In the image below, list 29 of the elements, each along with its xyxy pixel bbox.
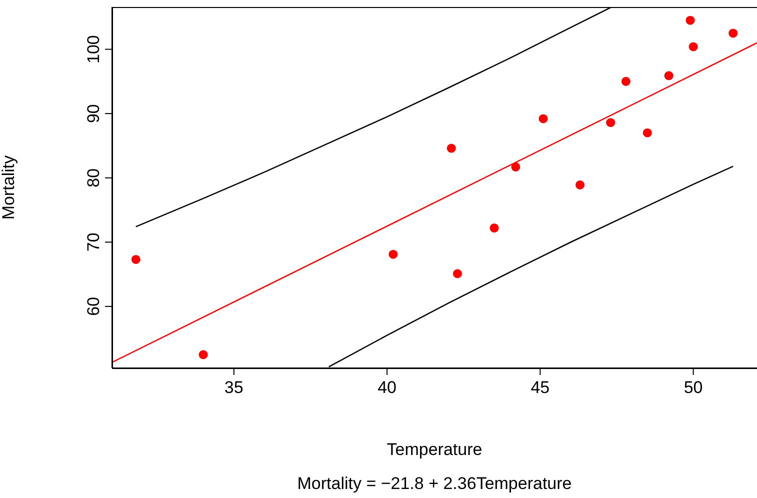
text: Mortality = −21.8 + 2.36Temperature [296, 474, 573, 494]
y-tick-label: 100 [84, 35, 103, 64]
x-tick-label: 45 [530, 378, 550, 398]
point [688, 42, 698, 52]
point [490, 223, 499, 232]
y-tick-label: 70 [84, 232, 103, 252]
y-axis-title: Mortality [0, 154, 18, 220]
y-tick-label: 60 [84, 296, 103, 316]
point [511, 162, 520, 172]
x-axis-title: Temperature [386, 440, 482, 459]
point [198, 350, 208, 360]
point [728, 28, 738, 38]
x-tick-label: 35 [224, 378, 244, 398]
point [388, 250, 398, 259]
x-tick-label: 50 [684, 378, 703, 398]
point [621, 76, 630, 86]
point [452, 269, 462, 278]
point [446, 144, 456, 153]
x-tick-label: 40 [378, 378, 396, 398]
point [131, 254, 140, 264]
line-series [135, 7, 612, 228]
y-tick-label: 90 [84, 104, 103, 124]
point [575, 180, 584, 190]
point [538, 114, 548, 124]
point [686, 16, 695, 25]
y-tick-label: 80 [84, 168, 103, 188]
point [664, 71, 674, 80]
point [606, 118, 616, 128]
point [642, 128, 652, 138]
